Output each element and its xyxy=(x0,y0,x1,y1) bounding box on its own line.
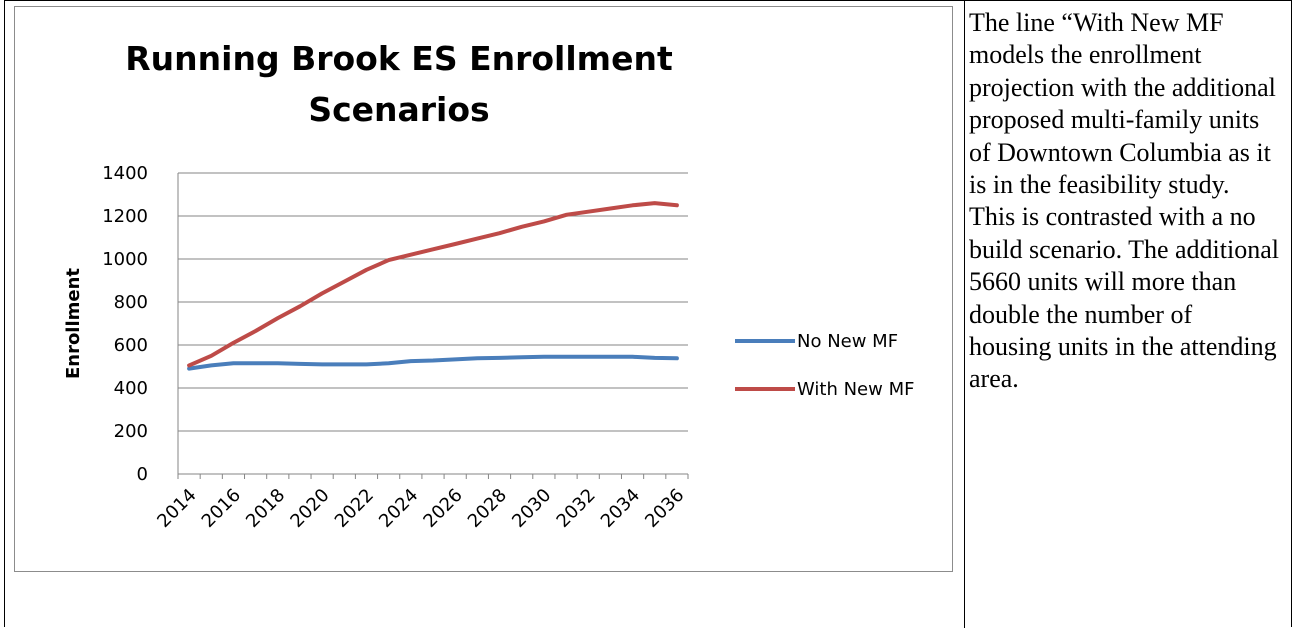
x-tick-label: 2034 xyxy=(597,485,644,532)
cell-divider xyxy=(964,1,965,628)
legend-label-with-new-mf: With New MF xyxy=(797,379,914,400)
chart-frame: Running Brook ES Enrollment Scenarios 0 200… xyxy=(14,6,953,572)
x-tick-label: 2030 xyxy=(508,485,555,532)
x-tick-label: 2018 xyxy=(242,485,289,532)
chart-cell: Running Brook ES Enrollment Scenarios 0 200… xyxy=(5,1,964,628)
enrollment-chart: Running Brook ES Enrollment Scenarios 0 200… xyxy=(63,39,914,532)
x-tick-label: 2016 xyxy=(198,485,245,532)
chart-title-line: Running Brook ES Enrollment xyxy=(125,39,673,78)
x-tick-label: 2014 xyxy=(153,485,200,532)
y-tick-label: 200 xyxy=(114,421,148,442)
y-tick-label: 1200 xyxy=(102,206,148,227)
x-tick-label: 2032 xyxy=(553,485,600,532)
y-tick-label: 1000 xyxy=(102,249,148,270)
series-line-with-new-mf xyxy=(187,201,679,368)
document-table: Running Brook ES Enrollment Scenarios 0 200… xyxy=(4,0,1292,628)
x-tick-label: 2020 xyxy=(286,485,333,532)
y-tick-label: 1400 xyxy=(102,163,148,184)
y-tick-label: 800 xyxy=(114,292,148,313)
x-tick-label: 2028 xyxy=(464,485,511,532)
x-tick-label: 2026 xyxy=(419,485,466,532)
y-tick-label: 600 xyxy=(114,335,148,356)
chart-description: The line “With New MF models the enrollm… xyxy=(969,8,1279,394)
x-tick-label: 2036 xyxy=(641,485,688,532)
y-axis-title: Enrollment xyxy=(63,268,84,379)
chart-title-line: Scenarios xyxy=(308,90,489,129)
x-tick-label: 2022 xyxy=(331,485,378,532)
series-line-no-new-mf xyxy=(187,354,679,371)
y-tick-label: 400 xyxy=(114,378,148,399)
legend-label-no-new-mf: No New MF xyxy=(797,331,898,352)
x-tick-label: 2024 xyxy=(375,485,422,532)
y-tick-label: 0 xyxy=(137,464,148,485)
